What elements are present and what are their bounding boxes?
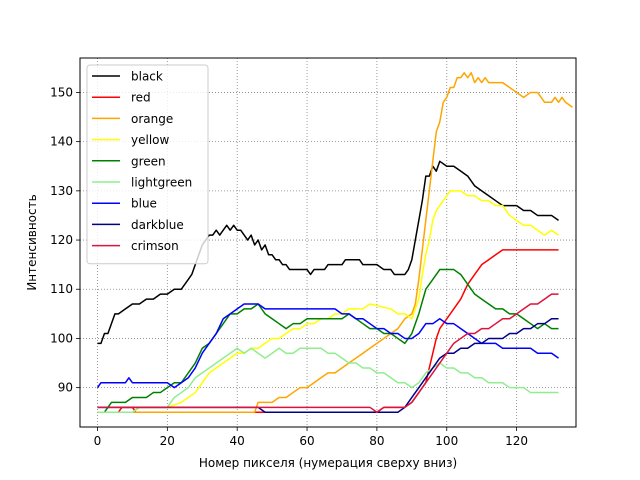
series-line-yellow — [97, 190, 559, 413]
x-tick-label: 60 — [299, 434, 314, 448]
y-tick-label: 90 — [58, 381, 73, 395]
legend-label-blue: blue — [131, 197, 157, 211]
legend-label-orange: orange — [131, 112, 173, 126]
series-line-darkblue — [97, 318, 559, 413]
series-line-green — [97, 268, 559, 413]
y-tick-label: 150 — [50, 85, 73, 99]
y-tick-label: 130 — [50, 184, 73, 198]
series-line-black — [97, 160, 559, 345]
legend-label-yellow: yellow — [131, 133, 169, 147]
x-tick-label: 0 — [94, 434, 102, 448]
legend-label-lightgreen: lightgreen — [131, 176, 192, 190]
x-tick-label: 80 — [369, 434, 384, 448]
legend-label-red: red — [131, 91, 151, 105]
legend-label-darkblue: darkblue — [131, 218, 184, 232]
legend-label-black: black — [131, 70, 163, 84]
y-axis-label: Интенсивность — [25, 194, 39, 290]
plot-frame — [79, 57, 577, 428]
x-tick-label: 120 — [505, 434, 528, 448]
series-lines — [96, 72, 573, 413]
legend-label-crimson: crimson — [131, 239, 179, 253]
y-tick-label: 140 — [50, 135, 73, 149]
legend-box — [86, 64, 209, 265]
series-line-lightgreen — [97, 347, 559, 413]
y-tick-label: 100 — [50, 331, 73, 345]
x-axis-label: Номер пикселя (нумерация сверху вниз) — [199, 456, 457, 470]
x-tick-label: 40 — [230, 434, 245, 448]
y-tick-label: 110 — [50, 282, 73, 296]
legend-label-green: green — [131, 154, 166, 168]
series-line-crimson — [97, 293, 559, 413]
series-line-orange — [97, 72, 573, 413]
series-line-blue — [96, 303, 559, 389]
y-tick-label: 120 — [50, 233, 73, 247]
legend: black red orange yellow green lightgreen blue d… — [86, 64, 209, 265]
x-tick-label: 20 — [160, 434, 175, 448]
axis-ticks: 0 20 40 60 80 100 120 90 100 110 120 130 140 150 — [50, 85, 528, 448]
x-tick-label: 100 — [435, 434, 458, 448]
